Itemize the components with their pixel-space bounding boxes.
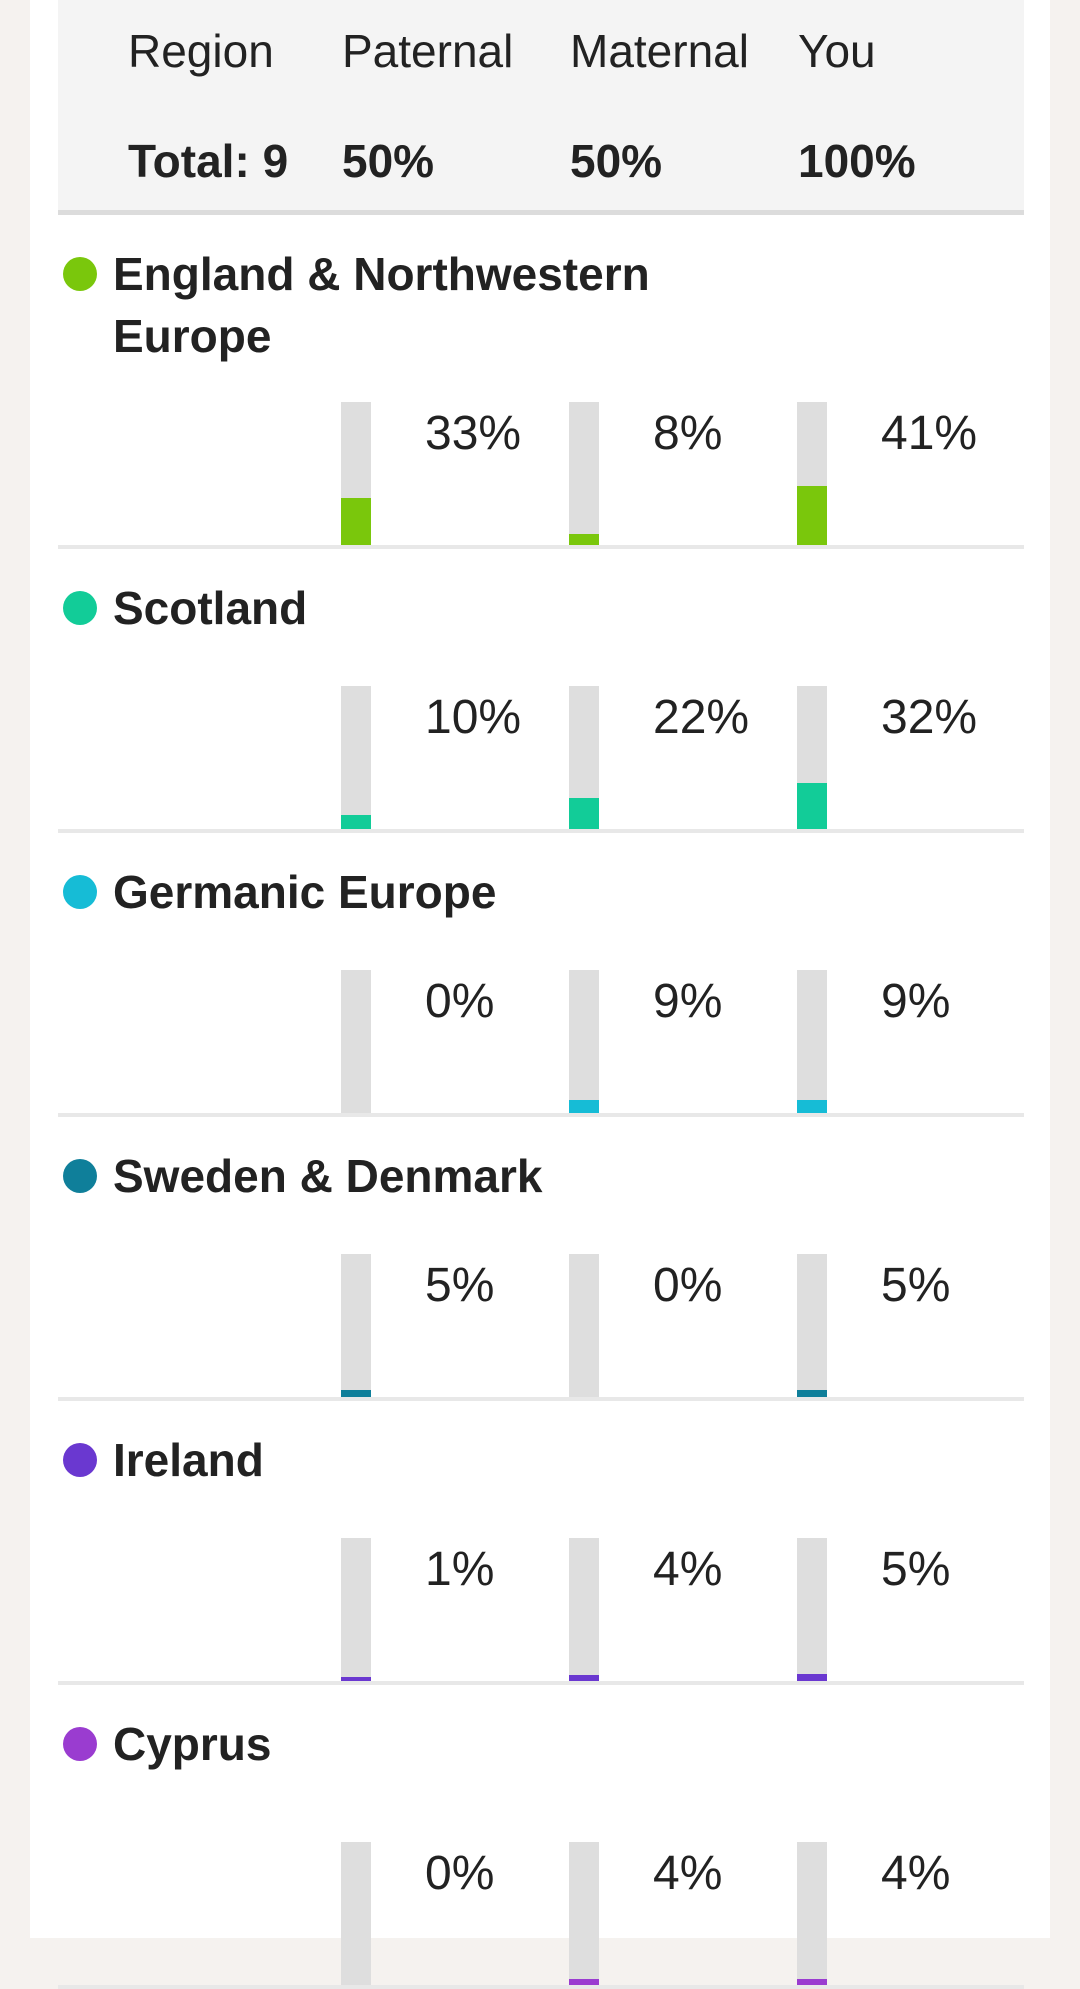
region-row[interactable]: Germanic Europe 0% 9% 9% xyxy=(58,833,1024,1117)
ethnicity-breakdown-table: Region Paternal Maternal You Total: 9 50… xyxy=(58,0,1024,1989)
region-paternal-percent: 1% xyxy=(425,1543,495,1596)
region-you-percent: 5% xyxy=(881,1259,951,1312)
region-row[interactable]: Sweden & Denmark 5% 0% 5% xyxy=(58,1117,1024,1401)
total-regions: Total: 9 xyxy=(128,135,289,187)
region-name: Ireland xyxy=(113,1434,264,1486)
column-header-paternal: Paternal xyxy=(342,25,514,77)
region-maternal-percent: 8% xyxy=(653,407,723,460)
region-paternal-bar-fill xyxy=(341,1390,371,1397)
region-you-bar-fill xyxy=(797,1390,827,1397)
region-you-percent: 4% xyxy=(881,1847,951,1900)
region-paternal-percent: 0% xyxy=(425,1847,495,1900)
region-you-percent: 41% xyxy=(881,407,978,460)
total-paternal: 50% xyxy=(342,135,435,187)
region-paternal-bar xyxy=(341,686,371,829)
region-color-dot xyxy=(63,875,97,909)
ethnicity-card: Region Paternal Maternal You Total: 9 50… xyxy=(30,0,1050,1989)
region-paternal-bar xyxy=(341,1538,371,1681)
region-paternal-bar-fill xyxy=(341,1677,371,1681)
region-paternal-bar-fill xyxy=(341,815,371,829)
region-paternal-percent: 5% xyxy=(425,1259,495,1312)
region-paternal-bar xyxy=(341,1842,371,1985)
region-row[interactable]: Cyprus 0% 4% 4% xyxy=(58,1685,1024,1989)
region-color-dot xyxy=(63,1727,97,1761)
column-header-you: You xyxy=(798,25,876,77)
region-you-bar xyxy=(797,970,827,1113)
total-maternal: 50% xyxy=(570,135,663,187)
region-maternal-bar xyxy=(569,970,599,1113)
table-header: Region Paternal Maternal You Total: 9 50… xyxy=(58,0,1024,215)
region-maternal-bar-fill xyxy=(569,798,599,829)
column-header-region: Region xyxy=(128,25,274,77)
region-row[interactable]: Scotland 10% 22% 32% xyxy=(58,549,1024,833)
region-paternal-percent: 10% xyxy=(425,691,522,744)
region-you-bar xyxy=(797,1842,827,1985)
region-you-bar xyxy=(797,1538,827,1681)
region-maternal-percent: 4% xyxy=(653,1543,723,1596)
region-maternal-bar-fill xyxy=(569,1979,599,1985)
region-maternal-bar xyxy=(569,1538,599,1681)
column-header-maternal: Maternal xyxy=(570,25,749,77)
region-you-bar-fill xyxy=(797,486,827,545)
region-name: England & Northwestern Europe xyxy=(113,248,650,362)
region-maternal-percent: 4% xyxy=(653,1847,723,1900)
region-color-dot xyxy=(63,257,97,291)
region-you-bar-fill xyxy=(797,1674,827,1681)
region-paternal-percent: 0% xyxy=(425,975,495,1028)
region-color-dot xyxy=(63,1159,97,1193)
region-paternal-bar xyxy=(341,402,371,545)
region-maternal-bar xyxy=(569,1842,599,1985)
region-name: Cyprus xyxy=(113,1718,272,1770)
region-maternal-percent: 22% xyxy=(653,691,750,744)
total-you: 100% xyxy=(798,135,916,187)
region-row[interactable]: England & Northwestern Europe 33% 8% 41% xyxy=(58,215,1024,549)
region-paternal-bar xyxy=(341,970,371,1113)
region-paternal-bar xyxy=(341,1254,371,1397)
region-maternal-bar-fill xyxy=(569,534,599,545)
region-maternal-bar xyxy=(569,686,599,829)
region-rows: England & Northwestern Europe 33% 8% 41% Sco… xyxy=(58,215,1024,1989)
region-name: Scotland xyxy=(113,582,308,634)
region-row[interactable]: Ireland 1% 4% 5% xyxy=(58,1401,1024,1685)
region-maternal-bar xyxy=(569,1254,599,1397)
region-color-dot xyxy=(63,591,97,625)
region-color-dot xyxy=(63,1443,97,1477)
region-paternal-percent: 33% xyxy=(425,407,522,460)
region-paternal-bar-fill xyxy=(341,498,371,545)
region-maternal-percent: 0% xyxy=(653,1259,723,1312)
region-you-bar-fill xyxy=(797,1100,827,1113)
region-you-bar-fill xyxy=(797,1979,827,1985)
region-maternal-percent: 9% xyxy=(653,975,723,1028)
region-maternal-bar xyxy=(569,402,599,545)
region-you-percent: 32% xyxy=(881,691,978,744)
region-name: Germanic Europe xyxy=(113,866,497,918)
region-maternal-bar-fill xyxy=(569,1675,599,1681)
region-you-bar xyxy=(797,402,827,545)
region-name: Sweden & Denmark xyxy=(113,1150,543,1202)
region-you-bar xyxy=(797,686,827,829)
region-maternal-bar-fill xyxy=(569,1100,599,1113)
region-you-percent: 5% xyxy=(881,1543,951,1596)
region-you-bar xyxy=(797,1254,827,1397)
region-you-bar-fill xyxy=(797,783,827,829)
region-you-percent: 9% xyxy=(881,975,951,1028)
